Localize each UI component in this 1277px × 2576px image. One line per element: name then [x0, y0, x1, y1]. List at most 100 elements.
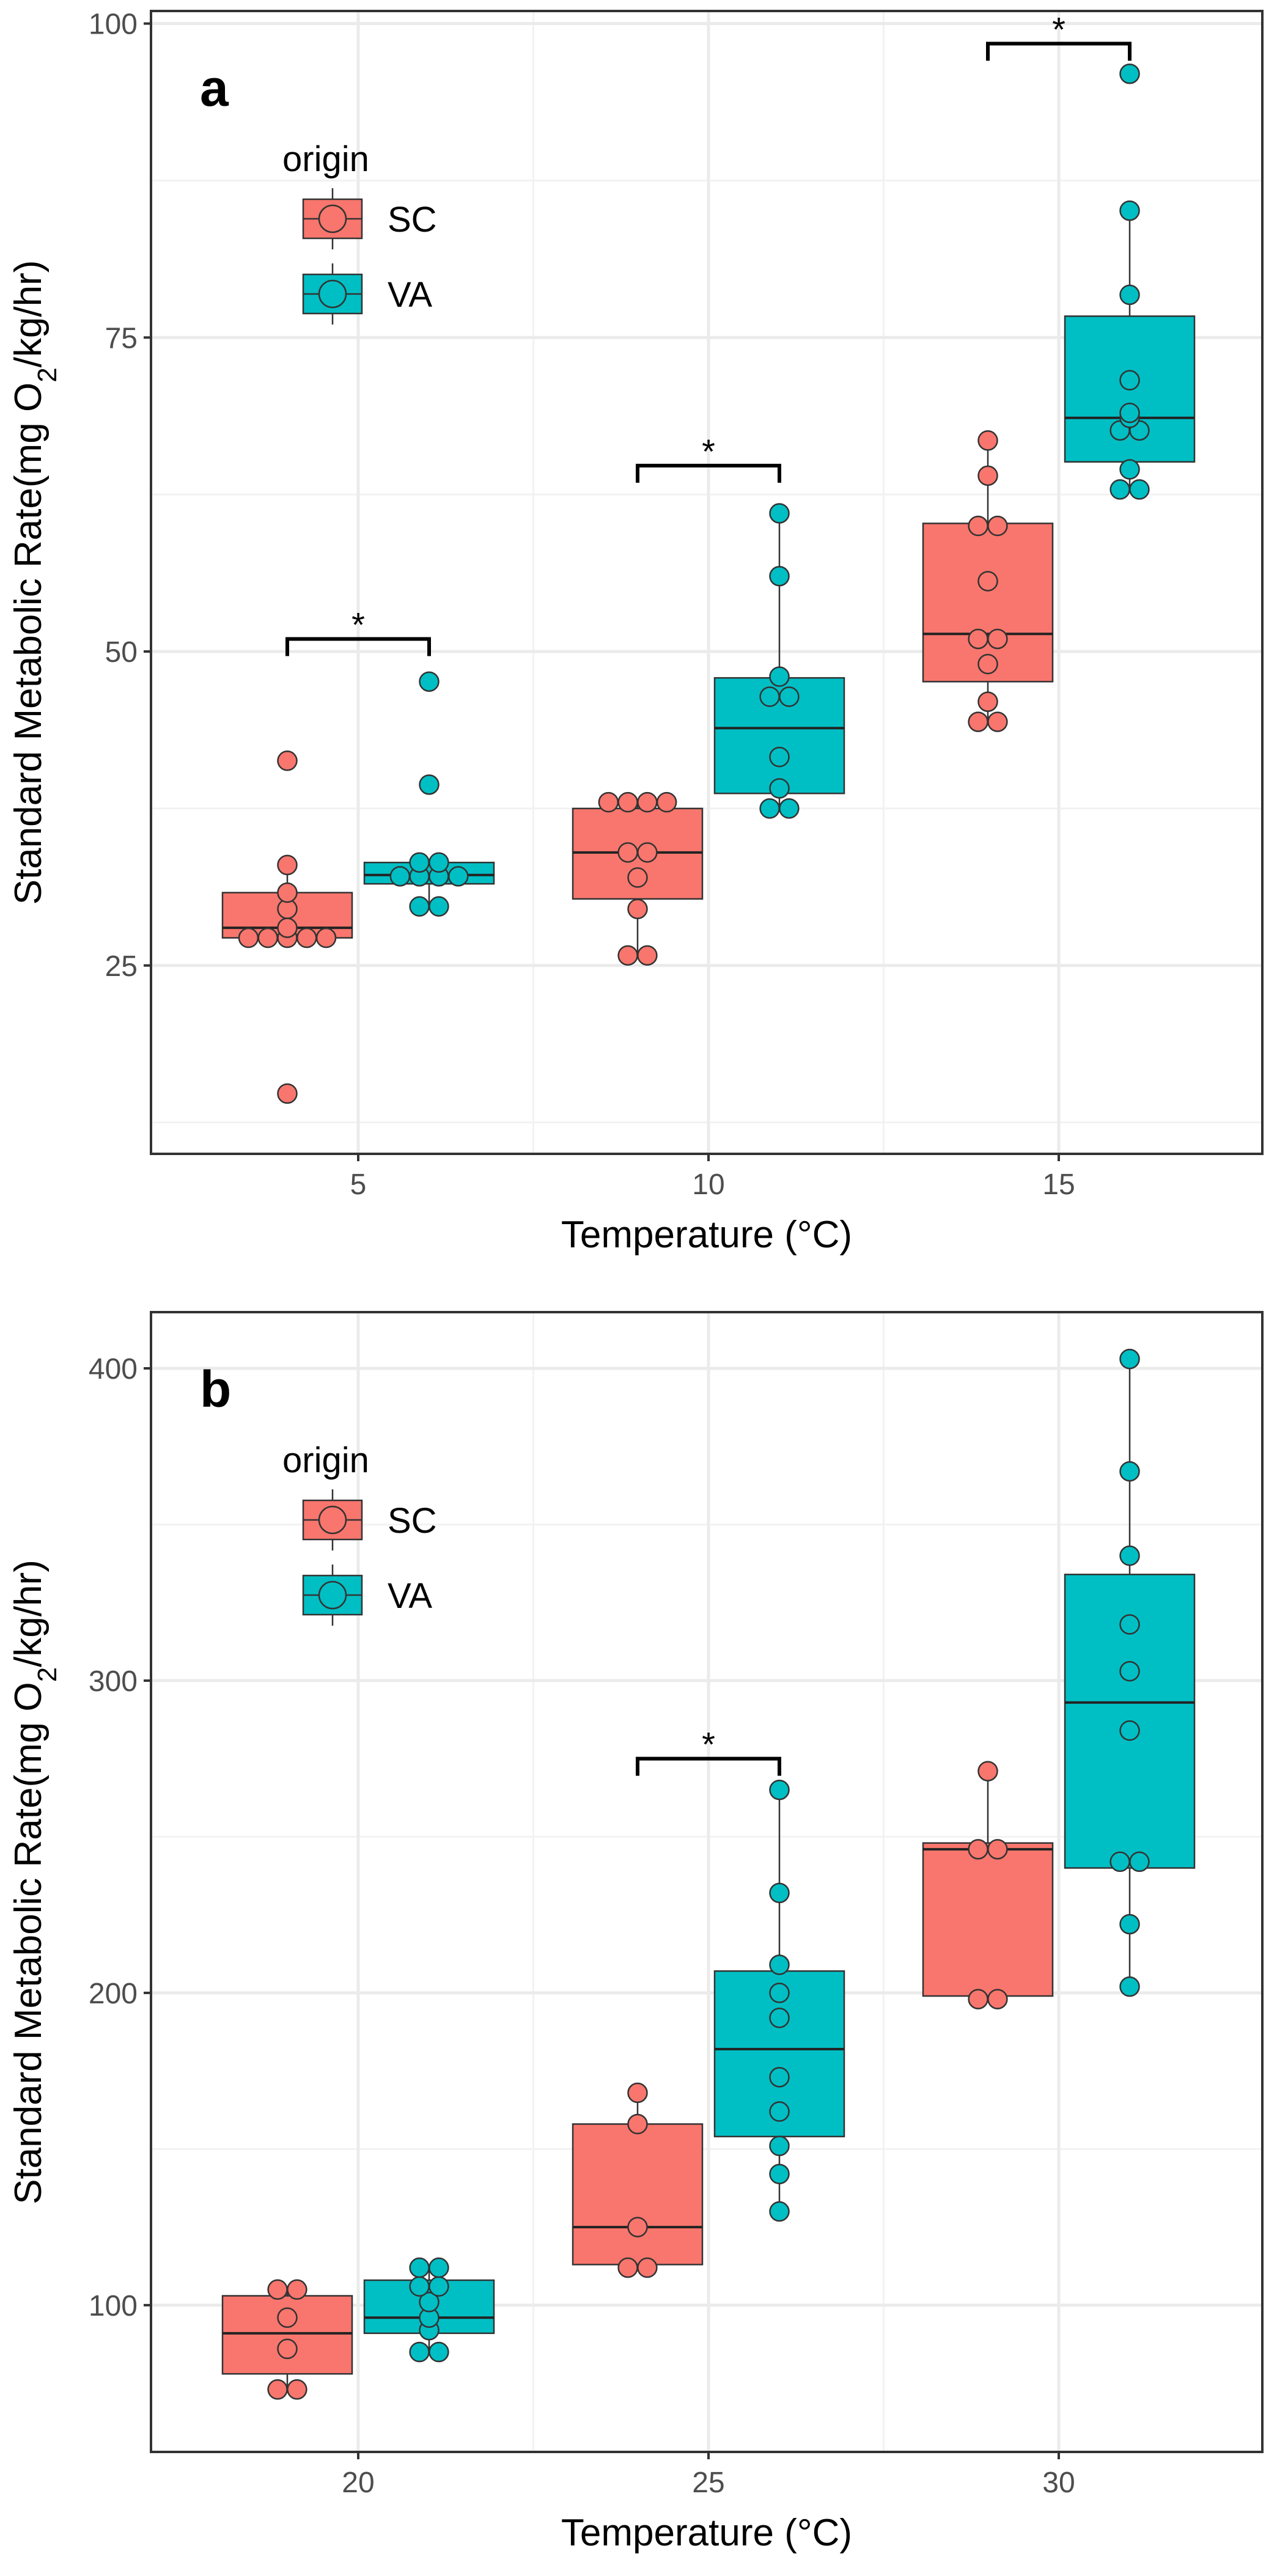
data-point	[277, 917, 298, 938]
data-point	[769, 746, 790, 768]
data-point	[277, 2338, 298, 2360]
data-point	[409, 852, 430, 873]
data-point	[1129, 1851, 1150, 1873]
data-point	[769, 1983, 790, 2003]
data-point	[769, 2101, 790, 2122]
data-point	[1119, 402, 1140, 424]
data-point	[1119, 370, 1140, 391]
x-tick-label: 20	[342, 2467, 374, 2499]
data-point	[1119, 284, 1140, 306]
data-point	[238, 927, 259, 949]
data-point	[1119, 1461, 1140, 1482]
data-point	[977, 653, 998, 675]
x-tick-label: 10	[692, 1169, 724, 1201]
data-point	[627, 898, 648, 920]
data-point	[779, 798, 800, 819]
y-axis-title-subscript: 2	[32, 1667, 62, 1682]
y-axis-title: Standard Metabolic Rate(mg O2/kg/hr)	[7, 1560, 62, 2204]
data-point	[637, 2257, 658, 2278]
data-point	[257, 927, 278, 949]
legend-key-point	[318, 204, 347, 233]
data-point	[769, 503, 790, 524]
data-point	[267, 2279, 288, 2300]
data-point	[968, 711, 988, 732]
data-point	[977, 465, 998, 486]
data-point	[987, 1989, 1008, 2009]
y-axis-title-suffix: /kg/hr)	[7, 1560, 50, 1667]
data-point	[429, 2341, 449, 2363]
legend-label-sc: SC	[388, 200, 437, 240]
data-point	[287, 2279, 307, 2300]
legend-key-point	[318, 1505, 347, 1535]
panel-label: a	[200, 59, 229, 117]
y-tick-label: 100	[89, 2290, 138, 2322]
data-point	[1119, 459, 1140, 480]
significance-star: *	[702, 432, 715, 471]
data-point	[277, 1083, 298, 1104]
x-tick-label: 25	[692, 2467, 724, 2499]
legend-title: origin	[282, 139, 369, 179]
data-point	[627, 2217, 648, 2237]
panel-border	[150, 10, 1264, 1155]
data-point	[409, 2341, 430, 2363]
data-point	[617, 842, 638, 863]
data-point	[968, 1989, 988, 2009]
data-point	[1119, 1976, 1140, 1997]
data-point	[637, 842, 658, 863]
data-point	[968, 515, 988, 537]
data-point	[409, 2276, 430, 2297]
data-point	[429, 896, 449, 917]
data-point	[769, 2067, 790, 2088]
panel-b: * 100 200 300 400 20 25 30 Temperature (°C) Stand…	[7, 1311, 1264, 2554]
data-point	[409, 2257, 430, 2278]
data-point	[419, 2291, 440, 2313]
panel-a: * * * 25 50 75 100 5 10 15 Temperature (°C) Standar…	[7, 9, 1264, 1256]
y-axis-title-prefix: Standard Metabolic Rate(mg O	[7, 1682, 50, 2204]
data-point	[287, 2379, 307, 2400]
significance-bracket	[986, 42, 1132, 61]
legend-key-point	[318, 279, 347, 309]
data-point	[769, 1780, 790, 1800]
legend-label-va: VA	[388, 275, 432, 315]
data-point	[429, 2257, 449, 2278]
data-point	[769, 2008, 790, 2028]
data-point	[779, 686, 800, 707]
data-point	[296, 927, 317, 949]
data-point	[977, 691, 998, 712]
legend-label-sc: SC	[388, 1501, 437, 1541]
data-point	[769, 2135, 790, 2157]
data-point	[315, 927, 337, 949]
data-point	[759, 798, 780, 819]
data-point	[447, 866, 469, 887]
data-point	[637, 945, 658, 966]
data-point	[987, 711, 1008, 732]
data-point	[977, 430, 998, 451]
data-point	[1119, 200, 1140, 221]
data-point	[1110, 1851, 1130, 1873]
data-point	[1110, 479, 1130, 500]
data-point	[627, 2082, 648, 2104]
data-point	[769, 2163, 790, 2184]
data-point	[769, 1954, 790, 1975]
significance-star: *	[702, 1725, 715, 1764]
data-point	[409, 896, 430, 917]
data-point	[1119, 1614, 1140, 1635]
x-axis-title: Temperature (°C)	[561, 2512, 852, 2554]
data-point	[769, 2201, 790, 2222]
data-point	[277, 750, 298, 771]
panel-label: b	[200, 1360, 231, 1418]
x-axis-title: Temperature (°C)	[561, 1214, 852, 1256]
data-point	[429, 2276, 449, 2297]
data-point	[656, 791, 677, 813]
significance-star: *	[351, 605, 365, 644]
y-tick-label: 200	[89, 1978, 138, 2010]
data-point	[617, 945, 638, 966]
data-point	[277, 854, 298, 876]
data-point	[598, 791, 619, 813]
data-point	[987, 1839, 1008, 1860]
data-point	[1119, 63, 1140, 84]
significance-bracket	[636, 463, 781, 483]
y-tick-label: 400	[89, 1353, 138, 1385]
data-point	[419, 671, 440, 692]
